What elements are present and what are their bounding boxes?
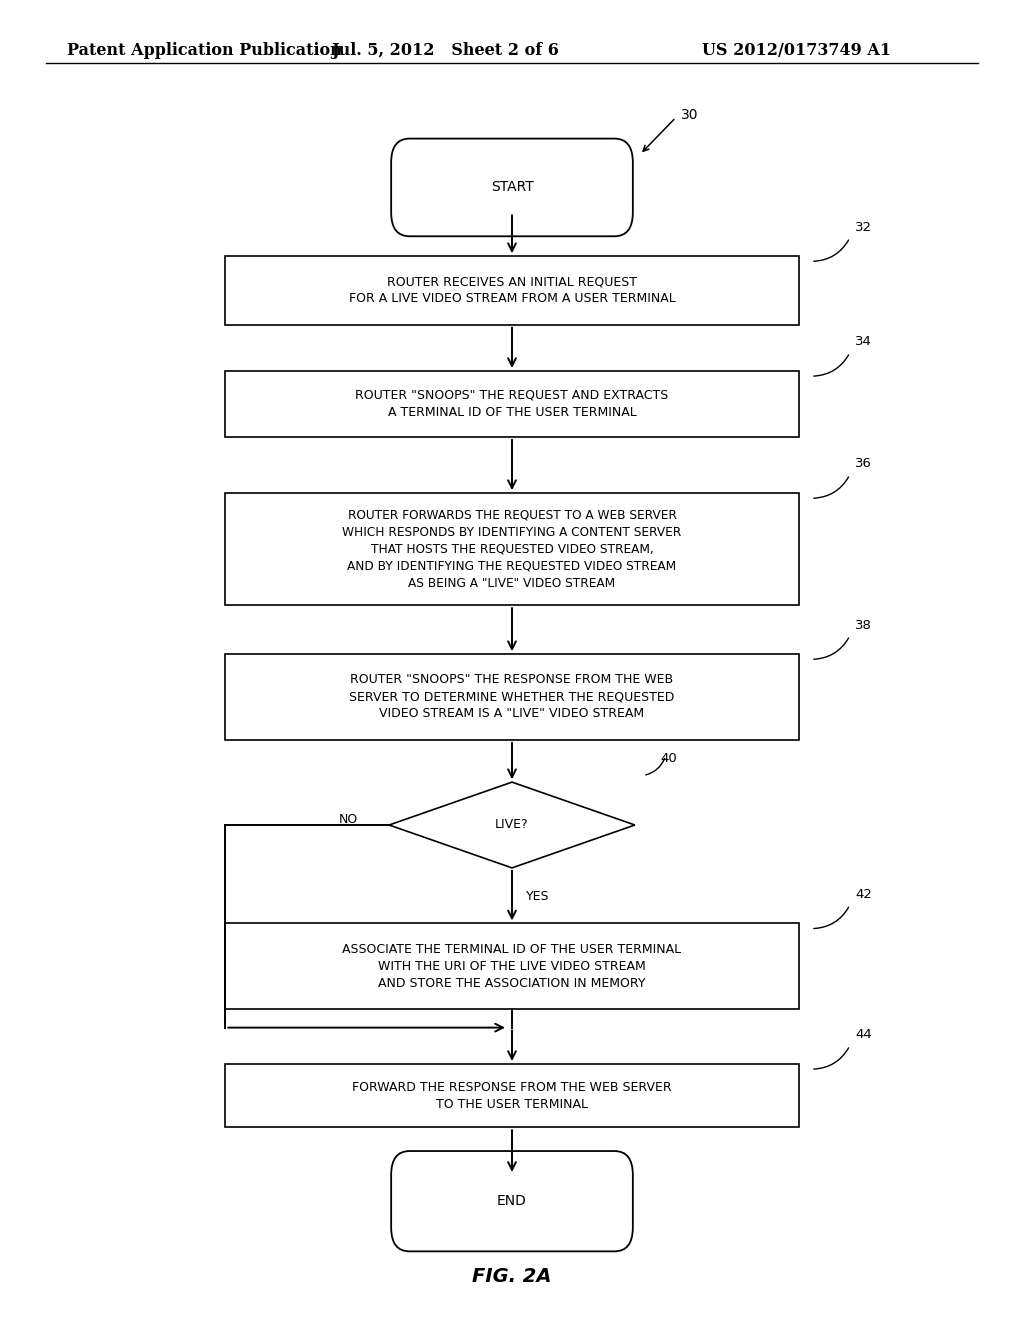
Text: ROUTER FORWARDS THE REQUEST TO A WEB SERVER
WHICH RESPONDS BY IDENTIFYING A CONT: ROUTER FORWARDS THE REQUEST TO A WEB SER…: [342, 508, 682, 590]
Text: US 2012/0173749 A1: US 2012/0173749 A1: [701, 42, 891, 58]
Text: 44: 44: [855, 1028, 871, 1041]
Text: FIG. 2A: FIG. 2A: [472, 1267, 552, 1286]
Text: 40: 40: [660, 752, 677, 764]
Bar: [225, 1064, 799, 1127]
Text: 32: 32: [855, 220, 872, 234]
Text: END: END: [497, 1195, 527, 1208]
Text: Jul. 5, 2012   Sheet 2 of 6: Jul. 5, 2012 Sheet 2 of 6: [332, 42, 559, 58]
Text: 42: 42: [855, 888, 871, 900]
Text: ROUTER RECEIVES AN INITIAL REQUEST
FOR A LIVE VIDEO STREAM FROM A USER TERMINAL: ROUTER RECEIVES AN INITIAL REQUEST FOR A…: [348, 276, 676, 305]
Text: FORWARD THE RESPONSE FROM THE WEB SERVER
TO THE USER TERMINAL: FORWARD THE RESPONSE FROM THE WEB SERVER…: [352, 1081, 672, 1110]
Text: ROUTER "SNOOPS" THE REQUEST AND EXTRACTS
A TERMINAL ID OF THE USER TERMINAL: ROUTER "SNOOPS" THE REQUEST AND EXTRACTS…: [355, 389, 669, 418]
Text: 34: 34: [855, 335, 871, 348]
Text: LIVE?: LIVE?: [496, 818, 528, 832]
Bar: [225, 371, 799, 437]
Bar: [225, 655, 799, 739]
Text: START: START: [490, 181, 534, 194]
FancyBboxPatch shape: [391, 1151, 633, 1251]
Text: ASSOCIATE THE TERMINAL ID OF THE USER TERMINAL
WITH THE URI OF THE LIVE VIDEO ST: ASSOCIATE THE TERMINAL ID OF THE USER TE…: [342, 942, 682, 990]
Polygon shape: [389, 781, 635, 869]
Text: 38: 38: [855, 619, 871, 631]
Bar: [225, 924, 799, 1008]
Bar: [225, 494, 799, 605]
Text: 30: 30: [681, 108, 698, 121]
Bar: [225, 256, 799, 325]
Text: 36: 36: [855, 458, 871, 470]
Text: ROUTER "SNOOPS" THE RESPONSE FROM THE WEB
SERVER TO DETERMINE WHETHER THE REQUES: ROUTER "SNOOPS" THE RESPONSE FROM THE WE…: [349, 673, 675, 721]
Text: Patent Application Publication: Patent Application Publication: [67, 42, 341, 58]
FancyBboxPatch shape: [391, 139, 633, 236]
Text: YES: YES: [526, 891, 549, 903]
Text: NO: NO: [339, 813, 357, 826]
